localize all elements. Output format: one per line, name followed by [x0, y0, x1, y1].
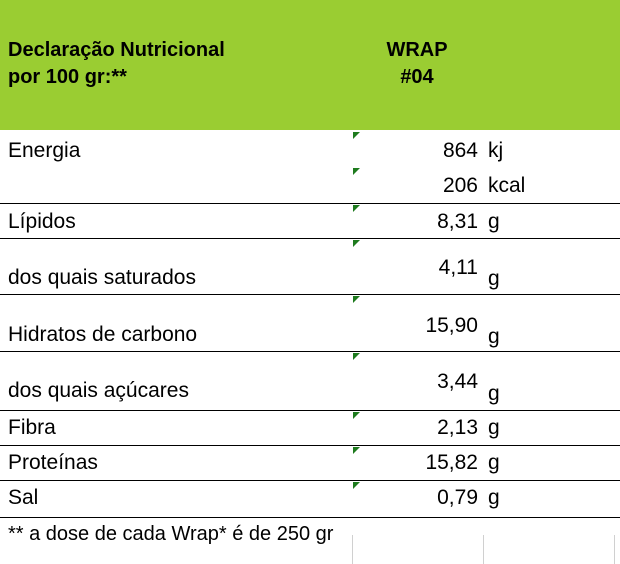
- row-divider: [0, 410, 620, 411]
- table-row: Energia 864 kj: [0, 132, 620, 168]
- cell-marker-icon: [353, 296, 360, 303]
- row-label: Sal: [8, 486, 39, 509]
- table-row: Proteínas 15,82 g: [0, 446, 620, 480]
- table-row: Lípidos 8,31 g: [0, 204, 620, 238]
- cell-marker-icon: [353, 240, 360, 247]
- row-value: 3,44: [437, 370, 478, 393]
- table-row: Sal 0,79 g: [0, 481, 620, 517]
- row-value: 4,11: [438, 256, 478, 279]
- row-label: Lípidos: [8, 210, 76, 233]
- row-unit: g: [488, 382, 500, 405]
- row-value: 8,31: [437, 210, 478, 233]
- row-value: 0,79: [437, 486, 478, 509]
- cell-marker-icon: [353, 412, 360, 419]
- row-label: Hidratos de carbono: [8, 323, 198, 346]
- row-divider: [0, 480, 620, 481]
- row-unit: kj: [488, 139, 504, 162]
- row-divider: [0, 517, 620, 518]
- row-label: Fibra: [8, 416, 56, 439]
- row-divider: [0, 238, 620, 239]
- cell-marker-icon: [353, 447, 360, 454]
- row-unit: g: [488, 267, 500, 290]
- row-value: 15,82: [425, 451, 478, 474]
- row-divider: [0, 445, 620, 446]
- table-header: Declaração Nutricional por 100 gr:** WRA…: [0, 0, 620, 130]
- cell-marker-icon: [353, 132, 360, 139]
- title-line-2: por 100 gr:**: [8, 66, 127, 88]
- cell-marker-icon: [353, 205, 360, 212]
- product-heading: WRAP #04: [352, 37, 482, 91]
- row-unit: g: [488, 451, 500, 474]
- row-value: 864: [442, 139, 478, 162]
- cell-marker-icon: [353, 353, 360, 360]
- cell-marker-icon: [353, 168, 360, 175]
- row-label: Proteínas: [8, 451, 98, 474]
- table-row: dos quais saturados 4,11 g: [0, 239, 620, 294]
- row-unit: g: [488, 210, 500, 233]
- grid-line: [483, 535, 484, 564]
- row-divider: [0, 351, 620, 352]
- grid-line: [352, 535, 353, 564]
- table-row: 206 kcal: [0, 168, 620, 204]
- nutrition-declaration-title: Declaração Nutricional por 100 gr:**: [8, 37, 225, 91]
- row-unit: kcal: [488, 174, 526, 197]
- row-divider: [0, 294, 620, 295]
- row-label: dos quais açúcares: [8, 379, 189, 402]
- row-divider: [0, 203, 620, 204]
- table-row: dos quais açúcares 3,44 g: [0, 352, 620, 410]
- row-unit: g: [488, 486, 500, 509]
- title-line-1: Declaração Nutricional: [8, 39, 225, 61]
- grid-line: [614, 535, 615, 564]
- product-number: #04: [400, 66, 434, 88]
- row-value: 2,13: [437, 416, 478, 439]
- row-value: 206: [442, 174, 478, 197]
- row-label: dos quais saturados: [8, 266, 196, 289]
- serving-footnote: ** a dose de cada Wrap* é de 250 gr: [8, 523, 334, 545]
- cell-marker-icon: [353, 482, 360, 489]
- row-unit: g: [488, 416, 500, 439]
- table-row: Fibra 2,13 g: [0, 411, 620, 445]
- row-label: Energia: [8, 139, 81, 162]
- row-value: 15,90: [425, 314, 478, 337]
- table-row: Hidratos de carbono 15,90 g: [0, 295, 620, 350]
- row-unit: g: [488, 325, 500, 348]
- product-name: WRAP: [386, 39, 448, 61]
